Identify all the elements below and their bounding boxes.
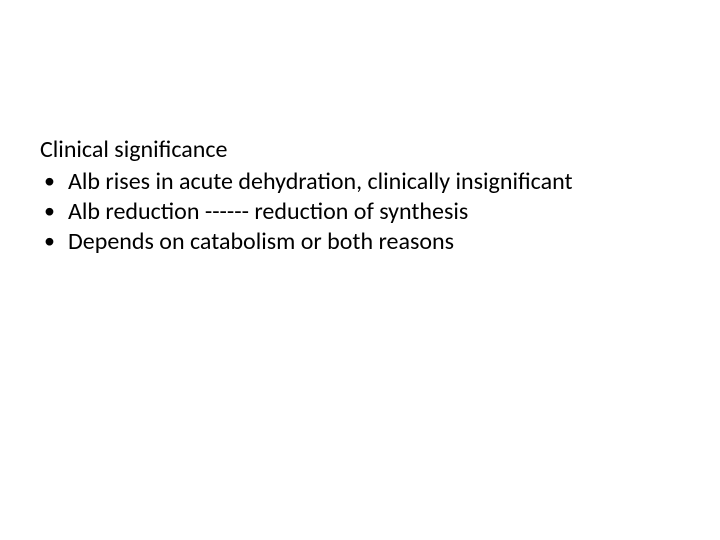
slide-heading: Clinical significance xyxy=(40,135,680,165)
list-item: Alb reduction ------ reduction of synthe… xyxy=(40,197,680,227)
list-item: Alb rises in acute dehydration, clinical… xyxy=(40,167,680,197)
slide: Clinical significance Alb rises in acute… xyxy=(0,0,720,540)
list-item: Depends on catabolism or both reasons xyxy=(40,227,680,257)
bullet-list: Alb rises in acute dehydration, clinical… xyxy=(40,167,680,257)
